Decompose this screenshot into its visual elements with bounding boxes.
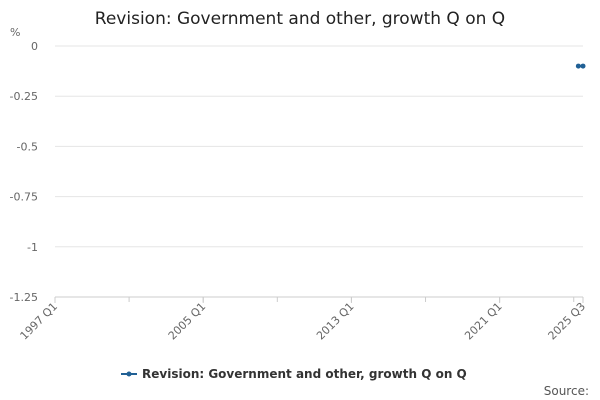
- data-point: [575, 63, 581, 69]
- y-tick-label: -0.25: [10, 90, 38, 103]
- chart-title: Revision: Government and other, growth Q…: [95, 9, 505, 29]
- y-tick-label: 0: [31, 40, 38, 53]
- y-tick-label: -0.75: [10, 191, 38, 204]
- y-axis-unit-label: %: [10, 26, 20, 39]
- legend[interactable]: Revision: Government and other, growth Q…: [121, 367, 467, 381]
- x-axis: 1997 Q1 2005 Q1 2013 Q1 2021 Q1 2025 Q3: [18, 296, 589, 343]
- legend-label: Revision: Government and other, growth Q…: [142, 367, 467, 381]
- x-tick-label: 2005 Q1: [166, 300, 209, 343]
- y-axis: 0 -0.25 -0.5 -0.75 -1 -1.25: [10, 40, 38, 304]
- gridlines: [55, 45, 583, 248]
- legend-swatch-marker: [126, 371, 132, 377]
- series-layer: [575, 63, 586, 69]
- y-tick-label: -1: [27, 241, 38, 254]
- source-label: Source:: [544, 384, 589, 398]
- x-tick-label: 1997 Q1: [18, 300, 61, 343]
- y-tick-label: -0.5: [17, 140, 38, 153]
- x-tick-label: 2025 Q3: [546, 300, 589, 343]
- x-tick-label: 2021 Q1: [462, 300, 505, 343]
- x-tick-label: 2013 Q1: [314, 300, 357, 343]
- y-tick-label: -1.25: [10, 291, 38, 304]
- data-point: [580, 63, 586, 69]
